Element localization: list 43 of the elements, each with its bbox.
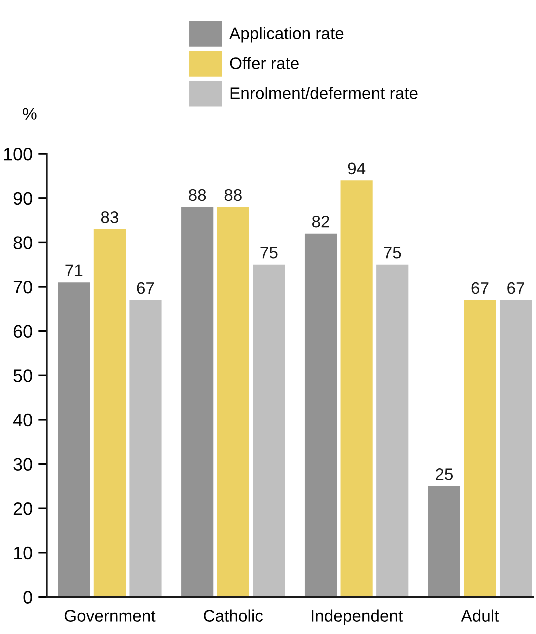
bar — [58, 282, 90, 598]
bar — [340, 180, 373, 598]
bar — [428, 486, 460, 598]
bar — [130, 300, 162, 598]
y-tick-label: 80 — [14, 236, 32, 250]
data-label: 67 — [508, 282, 524, 294]
data-label: 75 — [384, 247, 402, 259]
data-label: 71 — [66, 264, 83, 276]
bar — [182, 207, 214, 598]
x-tick-label: Government — [64, 610, 156, 622]
bar — [94, 229, 126, 598]
data-label: 75 — [260, 247, 278, 259]
bar — [253, 264, 286, 598]
data-label: 25 — [436, 468, 454, 480]
data-label: 67 — [472, 282, 489, 294]
data-label: 94 — [348, 162, 366, 175]
y-tick-label: 30 — [14, 458, 32, 471]
data-label: 82 — [312, 216, 330, 228]
bar — [376, 264, 409, 598]
y-tick-label: 50 — [14, 370, 32, 382]
data-label: 88 — [224, 189, 242, 202]
y-tick-label: 40 — [13, 414, 32, 427]
y-tick-label: 100 — [4, 148, 32, 161]
x-tick-label: Adult — [461, 610, 500, 622]
legend-label: Enrolment/deferment rate — [230, 87, 418, 100]
legend-label: Offer rate — [230, 57, 299, 70]
y-tick-label: 70 — [14, 280, 32, 294]
bar — [217, 207, 250, 598]
x-tick-label: Catholic — [204, 610, 264, 622]
y-axis-title: % — [23, 108, 37, 120]
bar — [500, 300, 532, 598]
y-tick-label: 60 — [14, 325, 32, 338]
data-label: 88 — [189, 189, 206, 202]
data-label: 67 — [137, 282, 154, 294]
bar — [304, 234, 338, 598]
y-tick-label: 0 — [24, 591, 32, 604]
y-tick-label: 10 — [14, 546, 32, 560]
bar — [464, 300, 496, 598]
data-label: 83 — [101, 212, 118, 224]
y-tick-label: 20 — [14, 502, 32, 516]
x-tick-label: Independent — [312, 610, 404, 626]
legend-label: Application rate — [230, 27, 344, 43]
y-tick-label: 90 — [14, 192, 32, 206]
